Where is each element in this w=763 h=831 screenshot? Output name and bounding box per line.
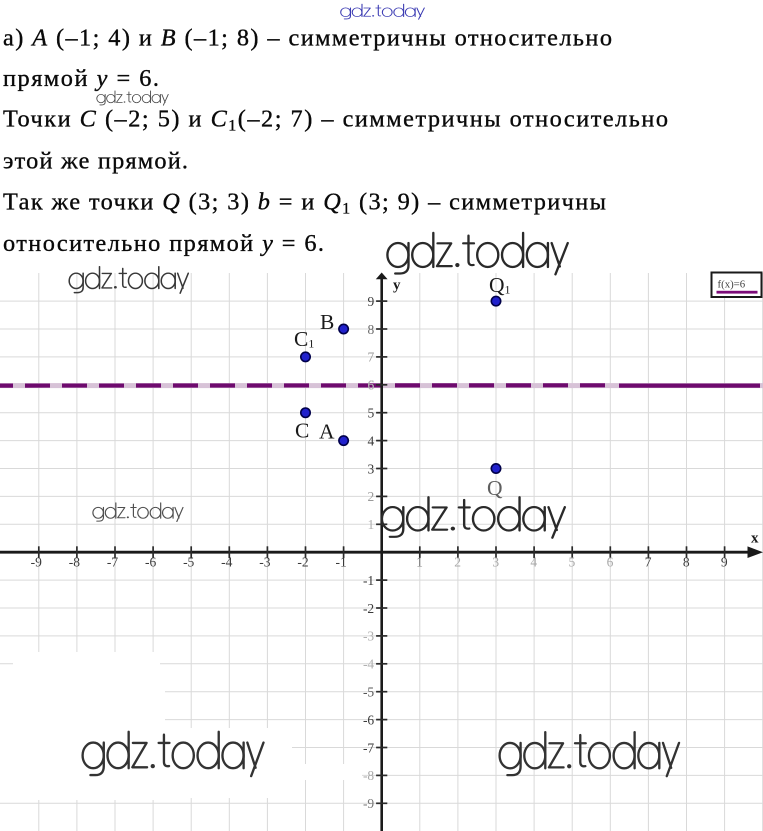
svg-text:x: x: [751, 531, 759, 547]
svg-text:прямой y = 6.: прямой y = 6.: [3, 65, 159, 92]
svg-text:6: 6: [367, 378, 374, 393]
svg-text:-3: -3: [363, 629, 374, 644]
svg-text:5: 5: [367, 406, 374, 421]
svg-text:5: 5: [569, 555, 576, 570]
svg-text:-4: -4: [363, 657, 374, 672]
svg-text:8: 8: [367, 322, 374, 337]
svg-text:-6: -6: [363, 712, 374, 727]
svg-text:A: A: [319, 420, 335, 444]
svg-text:Так же точки Q (3; 3) b = и Q1: Так же точки Q (3; 3) b = и Q1 (3; 9) – …: [3, 189, 606, 218]
svg-text:C: C: [295, 419, 309, 443]
svg-text:7: 7: [367, 350, 374, 365]
svg-text:-9: -9: [31, 555, 42, 570]
svg-text:этой же прямой.: этой же прямой.: [3, 148, 188, 175]
svg-text:-5: -5: [183, 555, 194, 570]
svg-text:y: y: [393, 278, 401, 294]
svg-text:-4: -4: [221, 555, 232, 570]
svg-text:B: B: [320, 310, 334, 334]
svg-text:1: 1: [367, 517, 374, 532]
svg-text:-1: -1: [363, 573, 374, 588]
svg-text:2: 2: [454, 555, 461, 570]
svg-text:-2: -2: [363, 601, 374, 616]
svg-text:-8: -8: [363, 768, 374, 783]
svg-text:Q: Q: [487, 476, 503, 500]
svg-text:Точки C (–2; 5) и C1(–2; 7) –: Точки C (–2; 5) и C1(–2; 7) – симметричн…: [3, 106, 668, 135]
svg-text:1: 1: [416, 555, 423, 570]
svg-text:6: 6: [607, 555, 614, 570]
svg-text:2: 2: [367, 489, 374, 504]
svg-text:-9: -9: [363, 796, 374, 811]
svg-text:-6: -6: [145, 555, 156, 570]
svg-text:-1: -1: [335, 555, 346, 570]
svg-text:9: 9: [721, 555, 728, 570]
svg-text:-8: -8: [69, 555, 80, 570]
svg-text:-5: -5: [363, 685, 374, 700]
svg-text:4: 4: [530, 555, 537, 570]
svg-text:C1: C1: [294, 327, 314, 351]
svg-text:3: 3: [492, 555, 499, 570]
svg-text:-2: -2: [297, 555, 308, 570]
svg-text:-7: -7: [363, 740, 374, 755]
svg-text:9: 9: [367, 294, 374, 309]
svg-text:3: 3: [367, 461, 374, 476]
svg-text:а) A (–1; 4) и B (–1; 8) – сим: а) A (–1; 4) и B (–1; 8) – симметричны о…: [3, 25, 612, 52]
svg-text:4: 4: [367, 433, 374, 448]
svg-text:относительно прямой y = 6.: относительно прямой y = 6.: [3, 230, 324, 257]
svg-text:7: 7: [645, 555, 652, 570]
svg-text:8: 8: [683, 555, 690, 570]
svg-text:-7: -7: [107, 555, 118, 570]
svg-text:-3: -3: [259, 555, 270, 570]
svg-text:Q1: Q1: [489, 273, 511, 297]
svg-text:f(x)=6: f(x)=6: [718, 279, 746, 291]
svg-text:6: 6: [367, 378, 374, 393]
